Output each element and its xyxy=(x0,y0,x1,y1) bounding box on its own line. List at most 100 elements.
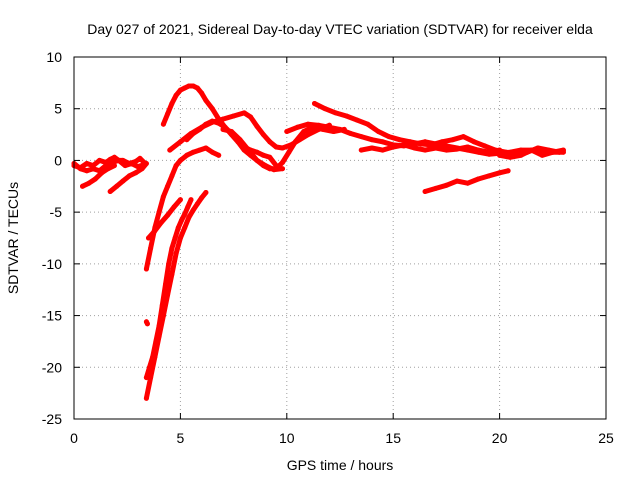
data-point xyxy=(380,139,386,145)
data-point xyxy=(150,354,156,360)
data-point xyxy=(173,251,179,256)
data-point xyxy=(169,101,175,106)
ticks-group: 0 5 10 15 20 25 -25 -20 -15 -10 -5 0 5 10 xyxy=(42,49,614,446)
y-tick-label: -10 xyxy=(42,256,62,272)
x-tick-label: 0 xyxy=(70,430,78,446)
data-point xyxy=(133,170,139,176)
data-point xyxy=(503,149,509,155)
data-point xyxy=(390,144,396,150)
data-point xyxy=(343,113,349,119)
data-point xyxy=(111,163,117,169)
data-point xyxy=(465,144,471,150)
data-point xyxy=(550,149,556,155)
data-point xyxy=(194,201,200,207)
data-point xyxy=(220,116,226,122)
data-point xyxy=(143,375,149,381)
data-point xyxy=(80,183,85,189)
data-point xyxy=(560,149,566,155)
data-point xyxy=(529,147,534,153)
data-point xyxy=(209,106,215,112)
data-point xyxy=(148,245,154,251)
data-point xyxy=(190,83,196,89)
data-point xyxy=(412,145,417,151)
data-point xyxy=(280,166,285,172)
y-tick-label: -15 xyxy=(42,308,62,324)
data-point xyxy=(186,83,192,89)
data-series-group xyxy=(71,83,566,401)
data-point xyxy=(179,217,184,223)
data-point xyxy=(322,106,328,112)
y-tick-label: -25 xyxy=(42,411,62,427)
data-point xyxy=(185,204,191,210)
data-point xyxy=(175,225,181,231)
y-tick-label: 5 xyxy=(54,101,62,117)
y-tick-label: -20 xyxy=(42,359,62,375)
data-point xyxy=(241,110,247,116)
data-point xyxy=(114,183,120,189)
data-point xyxy=(358,147,364,153)
data-point xyxy=(316,122,322,128)
data-point xyxy=(184,137,190,143)
data-point xyxy=(156,323,162,329)
data-point xyxy=(199,195,205,201)
data-point xyxy=(86,180,92,186)
x-tick-label: 5 xyxy=(177,430,185,446)
data-point xyxy=(539,152,545,158)
data-point xyxy=(177,87,183,93)
data-point xyxy=(254,123,260,129)
data-point xyxy=(518,152,524,158)
x-tick-label: 25 xyxy=(598,430,614,446)
plot-frame xyxy=(73,56,607,420)
data-point xyxy=(99,170,105,176)
data-point xyxy=(173,163,179,169)
data-point xyxy=(165,111,171,117)
data-point xyxy=(305,121,311,127)
data-point xyxy=(497,147,503,153)
data-point xyxy=(397,137,403,143)
data-point xyxy=(237,137,243,143)
data-point xyxy=(203,145,209,151)
data-point xyxy=(333,110,339,116)
data-point xyxy=(497,170,503,176)
data-point xyxy=(507,154,513,160)
data-point xyxy=(182,211,188,217)
data-point xyxy=(375,129,381,134)
data-point xyxy=(143,395,149,401)
data-point xyxy=(505,168,511,174)
data-point xyxy=(182,85,188,91)
x-tick-label: 15 xyxy=(385,430,401,446)
data-point xyxy=(280,145,285,151)
data-point xyxy=(177,157,183,163)
data-point xyxy=(271,167,277,173)
data-point xyxy=(348,131,354,136)
data-point xyxy=(167,147,173,153)
data-point xyxy=(267,139,273,145)
data-point xyxy=(535,145,541,151)
data-point xyxy=(143,266,149,272)
data-point xyxy=(163,282,168,287)
data-point xyxy=(443,143,449,149)
y-tick-label: 10 xyxy=(46,49,62,65)
data-point xyxy=(139,166,145,172)
data-point xyxy=(443,182,449,188)
data-point xyxy=(84,168,90,174)
x-tick-label: 20 xyxy=(492,430,508,446)
data-point xyxy=(422,147,428,153)
data-point xyxy=(203,190,209,195)
data-point xyxy=(97,157,102,163)
data-point xyxy=(248,114,254,120)
data-point xyxy=(365,121,371,127)
data-point xyxy=(182,225,188,231)
data-point xyxy=(197,126,203,132)
data-point xyxy=(184,152,190,158)
data-point xyxy=(160,121,166,127)
data-point xyxy=(194,85,200,91)
data-point xyxy=(454,178,460,184)
data-point xyxy=(231,113,237,119)
y-tick-label: 0 xyxy=(54,152,62,168)
data-point xyxy=(486,173,492,179)
data-point xyxy=(246,147,251,153)
data-point xyxy=(254,149,260,155)
data-point xyxy=(166,261,172,267)
